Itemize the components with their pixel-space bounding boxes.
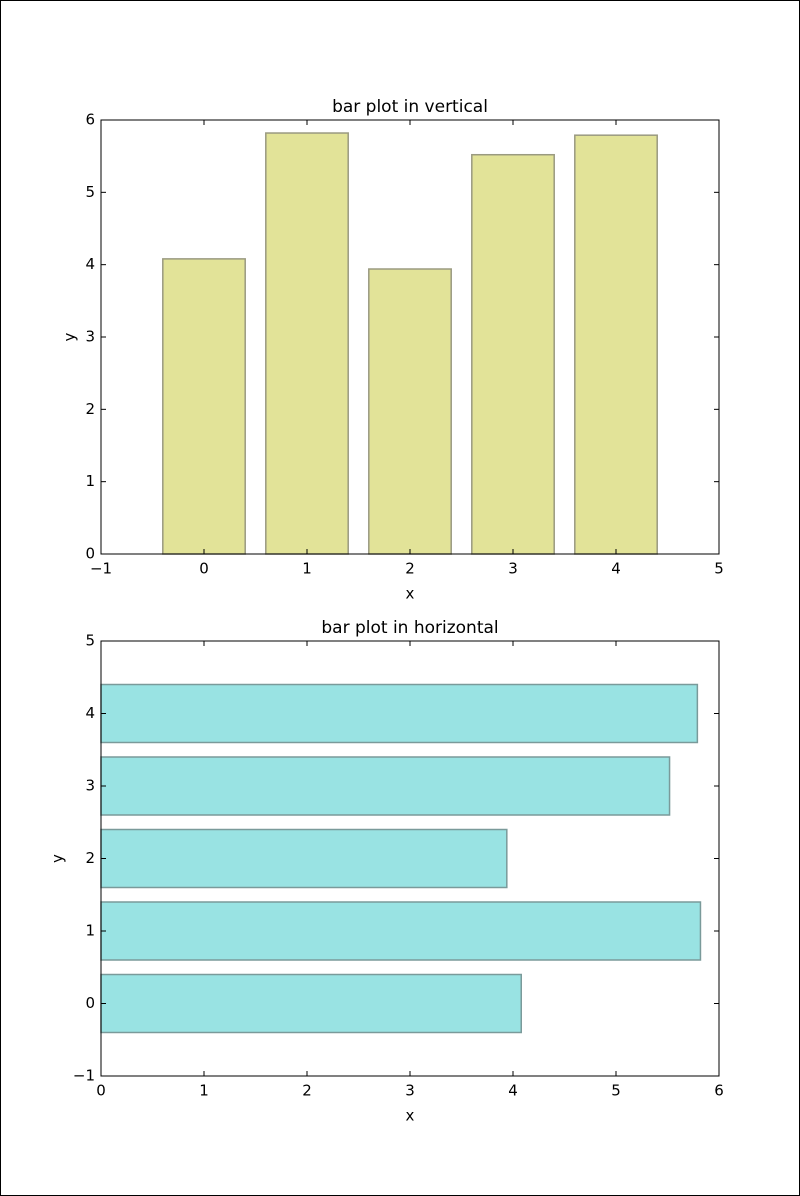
y-tick-label: 4 (85, 704, 95, 722)
bar (574, 134, 658, 555)
x-tick-label: 3 (508, 560, 518, 578)
y-tick-label: 5 (85, 632, 95, 650)
y-tick-label: 3 (85, 777, 95, 795)
x-tick-label: 1 (199, 1082, 209, 1100)
bar (100, 828, 508, 889)
x-tick-label: 0 (96, 1082, 106, 1100)
bar (471, 153, 555, 555)
y-tick-label: 4 (85, 255, 95, 273)
y-axis-label: y (61, 332, 79, 341)
x-tick-label: 5 (714, 560, 724, 578)
bar (162, 258, 246, 555)
bar (100, 683, 699, 744)
x-tick-label: 0 (199, 560, 209, 578)
chart-title: bar plot in vertical (332, 97, 488, 117)
y-tick-label: 0 (85, 994, 95, 1012)
x-tick-label: 4 (508, 1082, 518, 1100)
x-tick-label: 4 (611, 560, 621, 578)
y-tick-label: −1 (73, 1067, 95, 1085)
x-tick-label: 6 (714, 1082, 724, 1100)
y-tick-label: 1 (85, 922, 95, 940)
y-tick-label: 6 (85, 111, 95, 129)
y-tick-label: 1 (85, 472, 95, 490)
x-tick-label: 1 (302, 560, 312, 578)
y-axis-label: y (49, 854, 67, 863)
x-tick-label: 5 (611, 1082, 621, 1100)
bar (368, 268, 452, 555)
chart-title: bar plot in horizontal (321, 618, 498, 638)
x-tick-label: 2 (302, 1082, 312, 1100)
x-axis-label: x (406, 585, 415, 603)
y-tick-label: 2 (85, 849, 95, 867)
bar (100, 756, 671, 816)
bar (100, 901, 702, 961)
y-tick-label: 3 (85, 328, 95, 346)
bar (100, 973, 522, 1034)
x-tick-label: −1 (90, 560, 112, 578)
x-axis-label: x (406, 1107, 415, 1125)
y-tick-label: 2 (85, 400, 95, 418)
y-tick-label: 0 (85, 545, 95, 563)
bar (265, 132, 349, 555)
x-tick-label: 3 (405, 1082, 415, 1100)
x-tick-label: 2 (405, 560, 415, 578)
y-tick-label: 5 (85, 183, 95, 201)
